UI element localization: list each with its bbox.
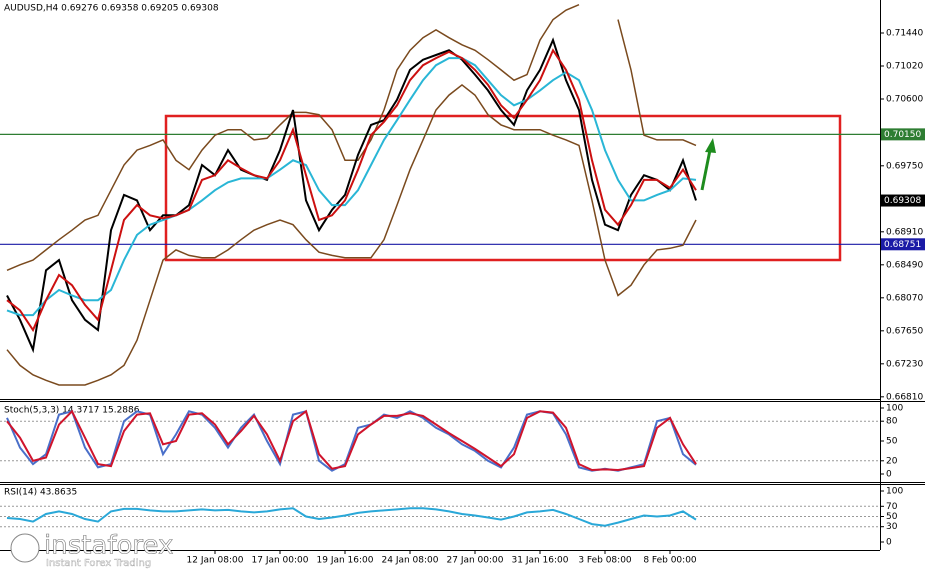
- logo: [10, 533, 40, 563]
- level-box: [881, 194, 925, 207]
- plot-layer: AUDUSD,H4 0.69276 0.69358 0.69205 0.6930…: [0, 4, 925, 566]
- level-label: 0.70150: [884, 130, 921, 140]
- y-tick-label: 50: [886, 437, 898, 447]
- y-tick-label: 0.70600: [886, 95, 923, 105]
- y-tick-label: 0.68910: [886, 227, 923, 237]
- x-tick-label: 12 Jan 08:00: [187, 556, 244, 566]
- y-tick-label: 50: [886, 512, 898, 522]
- arrow: [700, 138, 716, 191]
- y-tick-label: 0.66810: [886, 392, 923, 402]
- x-tick-label: 8 Feb 00:00: [643, 556, 697, 566]
- x-tick-label: 27 Jan 00:00: [447, 556, 504, 566]
- x-tick-label: 17 Jan 00:00: [252, 556, 309, 566]
- y-tick-label: 0.67230: [886, 359, 923, 369]
- range-box: [164, 114, 842, 262]
- level-box: [881, 238, 925, 251]
- y-tick-label: 0: [886, 470, 892, 480]
- series-line: [617, 19, 697, 147]
- series-line: [6, 507, 697, 527]
- series-line: [6, 409, 697, 472]
- y-tick-label: 100: [886, 487, 903, 497]
- brand-name: instaforex: [44, 531, 173, 561]
- y-tick-label: 0: [886, 538, 892, 548]
- y-tick-label: 100: [886, 404, 903, 414]
- series-line: [6, 37, 697, 354]
- series-line: [6, 83, 697, 386]
- x-tick-label: 19 Jan 16:00: [317, 556, 374, 566]
- series-line: [6, 410, 697, 472]
- panel-title: RSI(14) 43.8635: [4, 488, 77, 498]
- x-tick-label: 31 Jan 16:00: [512, 556, 569, 566]
- y-tick-label: 0.67650: [886, 326, 923, 336]
- level-label: 0.69308: [884, 196, 921, 206]
- x-tick-label: 3 Feb 08:00: [578, 556, 632, 566]
- y-tick-label: 30: [886, 522, 898, 532]
- y-tick-label: 0.71020: [886, 62, 923, 72]
- watermark: instaforex Instant Forex Trading: [10, 530, 174, 569]
- arrow-head: [705, 138, 716, 153]
- brand-tagline: Instant Forex Trading: [46, 558, 151, 569]
- panel-title: AUDUSD,H4 0.69276 0.69358 0.69205 0.6930…: [4, 4, 219, 14]
- level-label: 0.68751: [884, 240, 921, 250]
- y-tick-label: 80: [886, 417, 898, 427]
- level-box: [881, 128, 925, 141]
- series-line: [6, 57, 697, 317]
- y-tick-label: 0.69750: [886, 161, 923, 171]
- series-line: [6, 48, 697, 333]
- panel-frames: [0, 0, 925, 551]
- arrow-shaft: [700, 149, 712, 191]
- x-tick-label: 24 Jan 08:00: [382, 556, 439, 566]
- y-tick-label: 0.68490: [886, 260, 923, 270]
- y-tick-label: 70: [886, 502, 898, 512]
- y-tick-label: 0.68070: [886, 293, 923, 303]
- y-tick-label: 0.71440: [886, 29, 923, 39]
- y-tick-label: 20: [886, 456, 898, 466]
